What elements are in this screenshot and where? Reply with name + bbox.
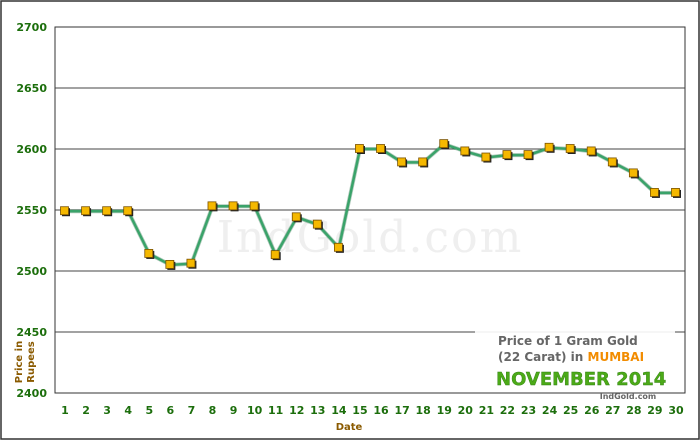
data-point [355,144,364,153]
x-tick-label: 15 [352,404,367,417]
x-tick-label: 10 [247,404,263,417]
series-markers [60,139,681,270]
watermark: IndGold.com [217,212,524,263]
x-tick-label: 27 [605,404,620,417]
x-tick-label: 3 [103,404,111,417]
x-axis-label: Date [336,422,363,433]
x-tick-label: 22 [500,404,515,417]
x-tick-label: 23 [521,404,536,417]
caption-source: IndGold.com [600,392,657,401]
data-point [249,201,259,211]
data-point [333,242,343,252]
x-tick-label: 19 [437,404,452,417]
data-point [502,150,512,160]
data-point [144,249,154,258]
data-point [418,157,428,167]
data-point [270,250,280,260]
x-tick-label: 14 [331,404,347,417]
x-tick-label: 13 [310,404,325,417]
x-tick-labels: 1 2 3 4 5 6 7 8 9 10 11 12 13 14 15 16 17 18 19 20 21 22 23 24 2… [61,404,684,417]
data-point [291,212,301,222]
data-point [165,259,175,269]
data-point [439,139,449,149]
data-point [397,157,407,167]
y-axis-label: Price inRupees [14,341,37,383]
caption-carat: (22 Carat) in [498,350,588,364]
x-tick-label: 2 [82,404,90,417]
data-point [228,201,238,211]
y-tick-label: 2600 [16,143,47,156]
y-axis-label-line2: Rupees [26,341,37,383]
caption-line1: Price of 1 Gram Gold [498,334,638,348]
y-axis-label-line1: Price in [14,341,25,383]
x-tick-label: 29 [647,404,662,417]
data-point [481,152,491,162]
x-tick-label: 28 [626,404,641,417]
x-tick-label: 1 [61,404,69,417]
x-tick-label: 26 [584,404,600,417]
data-point [607,157,617,167]
x-tick-label: 18 [416,404,431,417]
data-point [102,206,112,216]
caption-city: MUMBAI [588,350,645,364]
x-tick-label: 5 [145,404,153,417]
data-point [81,206,90,216]
data-point [586,146,596,156]
x-tick-label: 17 [394,404,409,417]
data-point [650,188,659,197]
data-point [565,144,575,153]
x-tick-label: 20 [458,404,474,417]
data-point [186,258,196,268]
data-point [123,206,133,216]
x-tick-label: 16 [373,404,389,417]
data-point [312,219,322,229]
y-tick-label: 2700 [16,21,47,34]
y-tick-labels: 2400 2450 2500 2550 2600 2650 2700 [16,21,47,400]
data-point [376,144,385,153]
x-tick-label: 21 [479,404,494,417]
x-tick-label: 6 [167,404,175,417]
data-point [60,206,69,216]
x-tick-label: 8 [209,404,217,417]
y-tick-label: 2400 [16,387,47,400]
y-tick-label: 2650 [16,82,47,95]
x-tick-label: 30 [668,404,684,417]
caption-month: NOVEMBER 2014 [496,369,666,390]
data-point [628,168,638,178]
x-tick-label: 25 [563,404,578,417]
x-tick-label: 7 [188,404,196,417]
y-tick-label: 2550 [16,204,47,217]
y-tick-label: 2450 [16,326,47,339]
data-point [671,188,680,197]
data-point [207,201,217,211]
caption-line2: (22 Carat) in MUMBAI [498,350,644,364]
data-point [523,150,533,160]
caption-background [475,323,675,390]
x-tick-label: 4 [124,404,132,417]
data-point [544,142,554,152]
x-tick-label: 9 [230,404,238,417]
x-tick-label: 11 [268,404,283,417]
x-tick-label: 24 [542,404,558,417]
data-point [460,146,470,156]
y-tick-label: 2500 [16,265,47,278]
x-tick-label: 12 [289,404,304,417]
